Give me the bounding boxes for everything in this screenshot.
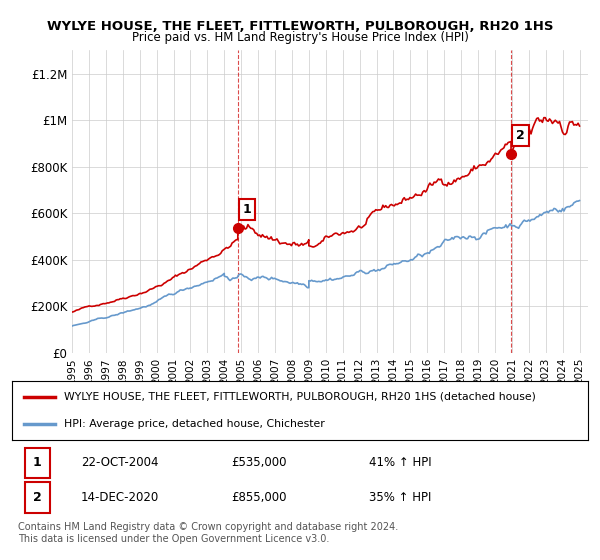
Text: £855,000: £855,000 [231, 491, 286, 504]
Text: 41% ↑ HPI: 41% ↑ HPI [369, 456, 432, 469]
Text: WYLYE HOUSE, THE FLEET, FITTLEWORTH, PULBOROUGH, RH20 1HS: WYLYE HOUSE, THE FLEET, FITTLEWORTH, PUL… [47, 20, 553, 32]
Text: Price paid vs. HM Land Registry's House Price Index (HPI): Price paid vs. HM Land Registry's House … [131, 31, 469, 44]
Text: 1: 1 [243, 203, 251, 216]
Text: 2: 2 [33, 491, 42, 504]
Text: HPI: Average price, detached house, Chichester: HPI: Average price, detached house, Chic… [64, 419, 325, 429]
Text: 14-DEC-2020: 14-DEC-2020 [81, 491, 160, 504]
Text: 35% ↑ HPI: 35% ↑ HPI [369, 491, 431, 504]
Text: Contains HM Land Registry data © Crown copyright and database right 2024.
This d: Contains HM Land Registry data © Crown c… [18, 522, 398, 544]
Text: 1: 1 [33, 456, 42, 469]
Text: WYLYE HOUSE, THE FLEET, FITTLEWORTH, PULBOROUGH, RH20 1HS (detached house): WYLYE HOUSE, THE FLEET, FITTLEWORTH, PUL… [64, 391, 536, 402]
Text: 2: 2 [516, 129, 525, 142]
FancyBboxPatch shape [25, 483, 50, 513]
Text: 22-OCT-2004: 22-OCT-2004 [81, 456, 158, 469]
FancyBboxPatch shape [25, 447, 50, 478]
Text: £535,000: £535,000 [231, 456, 286, 469]
